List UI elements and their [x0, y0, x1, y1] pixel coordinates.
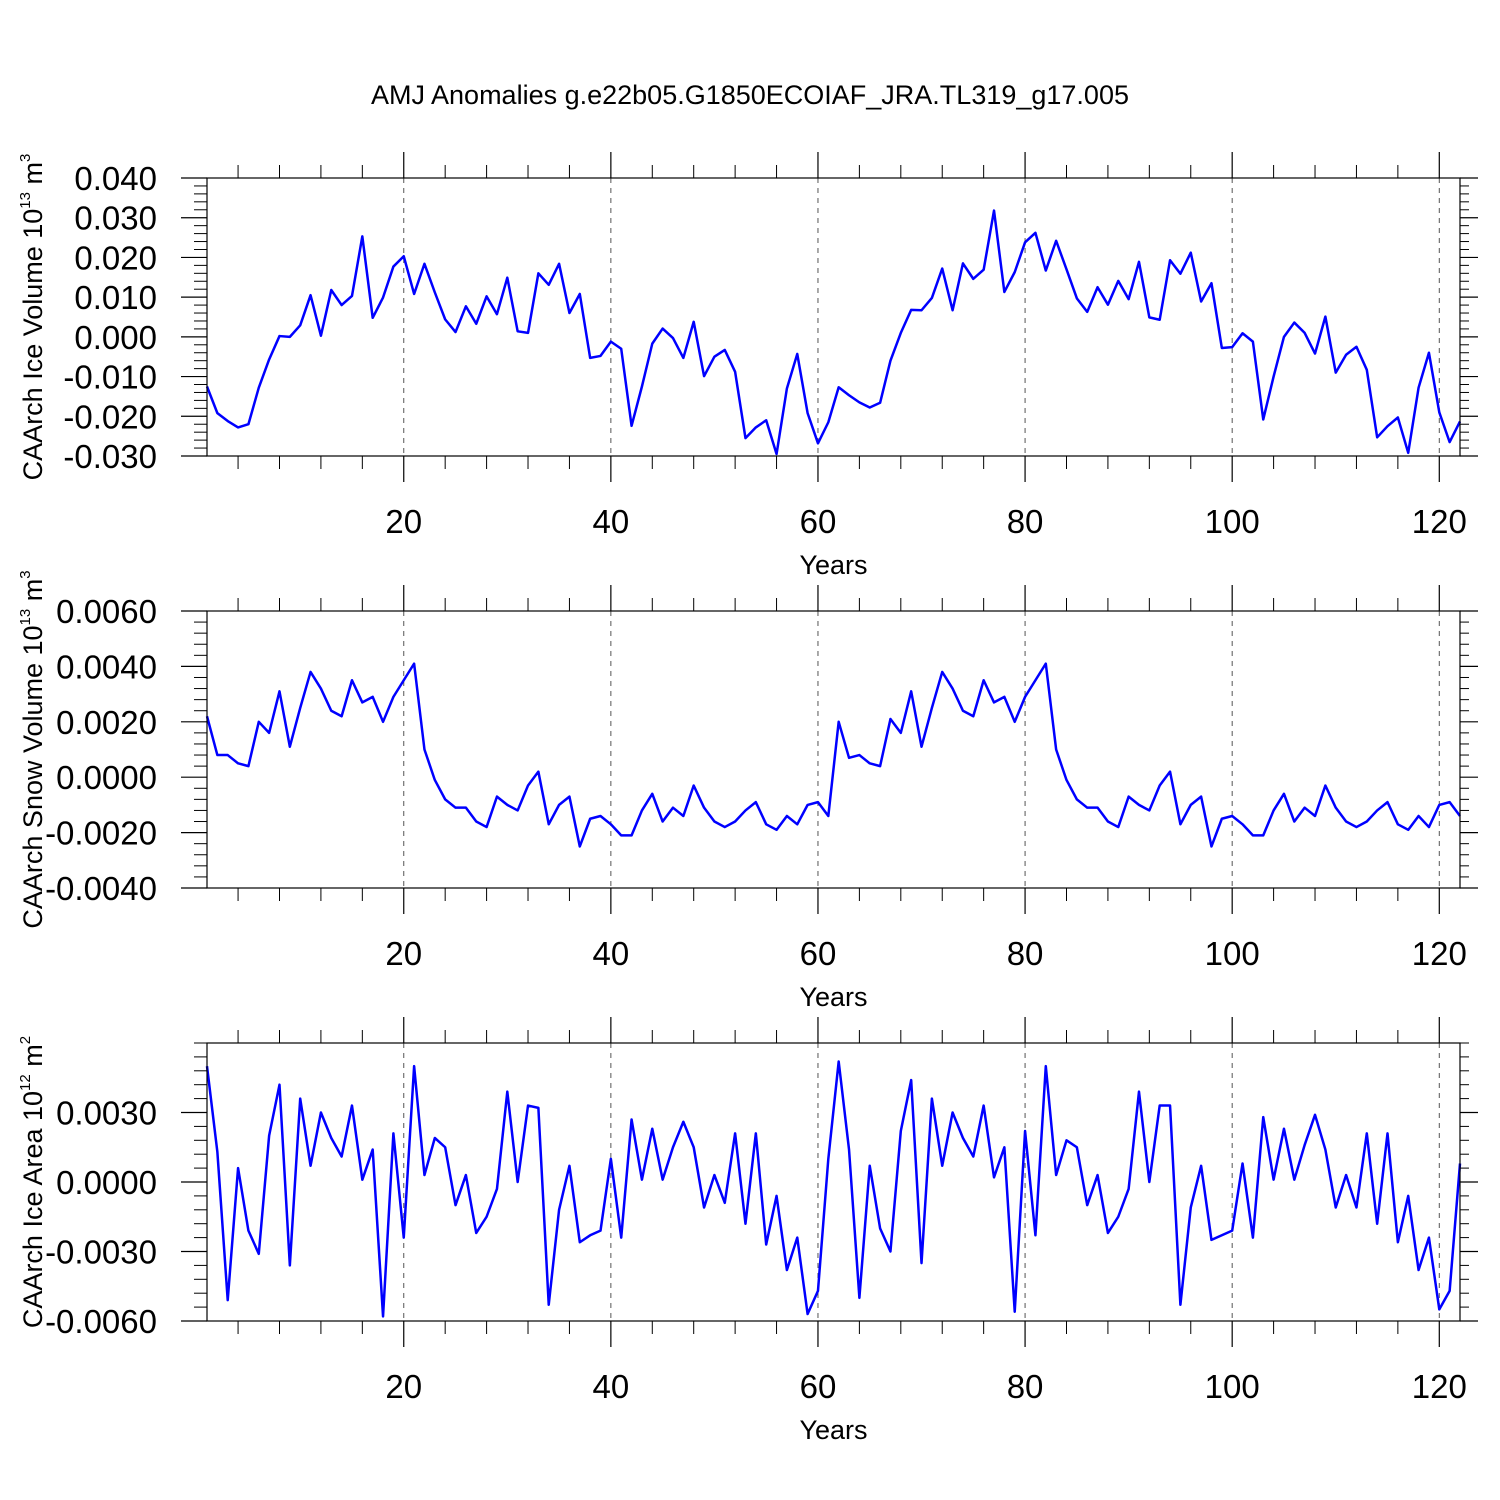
y-axis-label-main: CAArch Ice Area 10: [18, 1091, 48, 1328]
y-tick-label: 0.010: [74, 279, 157, 316]
panel-snow-volume: -0.0040 -0.0020 0.0000 0.0020 0.0040 0.0060 20…: [17, 570, 1478, 1012]
y-tick-label: -0.030: [63, 438, 157, 475]
y-axis-label-exp: 13: [17, 609, 34, 626]
x-axis-label: Years: [799, 982, 867, 1012]
y-tick-label: 0.0040: [56, 648, 157, 685]
x-tick-label: 60: [800, 1368, 837, 1405]
y-axis-label-unit: m: [18, 579, 48, 609]
y-axis-label: CAArch Snow Volume 1013 m3: [17, 570, 48, 928]
y-tick-label: 0.0030: [56, 1095, 157, 1132]
y-tick-label: 0.000: [74, 319, 157, 356]
x-tick-label: 20: [385, 1368, 422, 1405]
x-tick-label: 120: [1412, 935, 1467, 972]
x-tick-label: 40: [593, 935, 630, 972]
x-tick-label: 60: [800, 503, 837, 540]
x-axis-label: Years: [799, 1415, 867, 1445]
panel-ice-volume: -0.030-0.020-0.0100.0000.0100.0200.0300.…: [17, 152, 1478, 580]
y-tick-label: 0.040: [74, 160, 157, 197]
y-tick-label: -0.0020: [45, 815, 157, 852]
y-tick-label: -0.0030: [45, 1234, 157, 1271]
y-tick-label: 0.0000: [56, 1164, 157, 1201]
y-axis-label: CAArch Ice Area 1012 m2: [17, 1036, 48, 1328]
x-tick-label: 100: [1205, 935, 1260, 972]
y-axis-label-unit-exp: 2: [17, 1036, 34, 1044]
series-line-ice-volume: [205, 209, 1462, 456]
y-tick-label: -0.0060: [45, 1303, 157, 1340]
x-tick-label: 100: [1205, 503, 1260, 540]
y-tick-label: -0.010: [63, 359, 157, 396]
panel-ice-area: -0.0060 -0.0030 0.0000 0.0030 20 40 60 80 100 120…: [17, 1017, 1478, 1445]
y-axis-label-unit: m: [18, 162, 48, 192]
x-tick-label: 100: [1205, 1368, 1260, 1405]
x-tick-label: 80: [1007, 935, 1044, 972]
x-axis-label: Years: [799, 550, 867, 580]
y-tick-label: -0.020: [63, 398, 157, 435]
y-axis-label-unit: m: [18, 1044, 48, 1074]
y-tick-label: -0.0040: [45, 870, 157, 907]
y-tick-label: 0.020: [74, 239, 157, 276]
y-axis-label-unit-exp: 3: [17, 154, 34, 162]
y-axis-label-exp: 12: [17, 1074, 34, 1091]
y-axis-label-main: CAArch Ice Volume 10: [18, 209, 48, 481]
series-line-snow-volume: [205, 662, 1462, 848]
y-axis-label-main: CAArch Snow Volume 10: [18, 625, 48, 928]
y-tick-label: 0.030: [74, 200, 157, 237]
x-tick-label: 60: [800, 935, 837, 972]
x-tick-label: 40: [593, 503, 630, 540]
y-tick-label: 0.0020: [56, 704, 157, 741]
chart-title: AMJ Anomalies g.e22b05.G1850ECOIAF_JRA.T…: [371, 80, 1129, 110]
x-tick-label: 80: [1007, 503, 1044, 540]
y-axis-label: CAArch Ice Volume 1013 m3: [17, 154, 48, 481]
x-tick-label: 20: [385, 503, 422, 540]
x-tick-label: 120: [1412, 503, 1467, 540]
x-tick-label: 40: [593, 1368, 630, 1405]
y-tick-label: 0.0060: [56, 593, 157, 630]
x-tick-label: 20: [385, 935, 422, 972]
y-tick-label: 0.0000: [56, 759, 157, 796]
x-tick-label: 120: [1412, 1368, 1467, 1405]
y-axis-label-exp: 13: [17, 192, 34, 209]
x-tick-label: 80: [1007, 1368, 1044, 1405]
y-axis-label-unit-exp: 3: [17, 570, 34, 578]
series-line-ice-area: [205, 1060, 1462, 1318]
plot-frame: [206, 610, 1461, 889]
plot-frame: [206, 177, 1461, 457]
